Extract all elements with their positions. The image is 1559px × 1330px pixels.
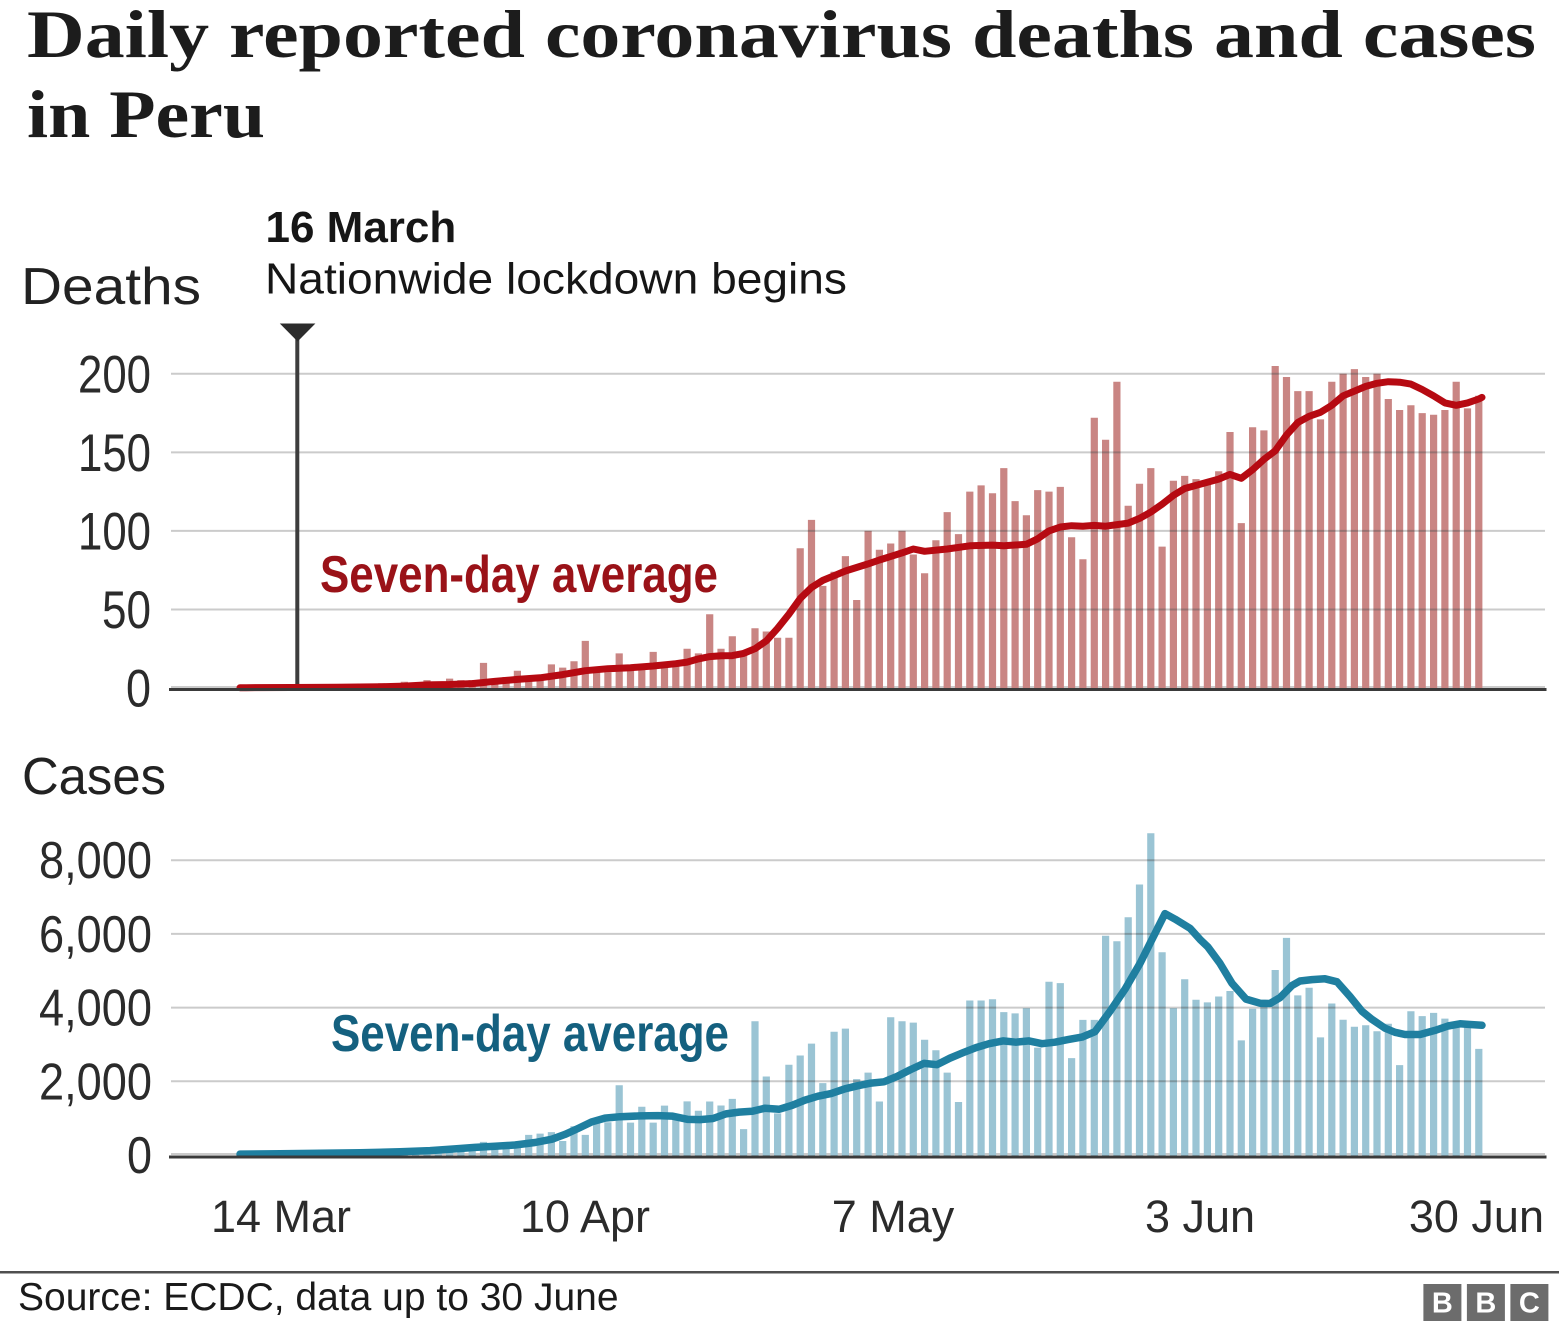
svg-text:Deaths: Deaths [21, 258, 201, 316]
svg-text:in Peru: in Peru [27, 76, 265, 152]
svg-text:Nationwide lockdown begins: Nationwide lockdown begins [265, 255, 847, 304]
svg-text:Seven-day average: Seven-day average [331, 1005, 729, 1063]
svg-text:16 March: 16 March [266, 203, 457, 252]
svg-text:7 May: 7 May [832, 1191, 955, 1242]
svg-text:4,000: 4,000 [39, 980, 152, 1038]
svg-text:100: 100 [78, 502, 151, 561]
svg-text:50: 50 [102, 581, 151, 640]
svg-text:30 Jun: 30 Jun [1409, 1191, 1544, 1242]
svg-text:150: 150 [78, 424, 151, 483]
svg-text:Daily reported coronavirus dea: Daily reported coronavirus deaths and ca… [27, 0, 1536, 72]
svg-text:B: B [1475, 1288, 1496, 1320]
svg-text:Seven-day average: Seven-day average [320, 546, 718, 604]
svg-text:10 Apr: 10 Apr [520, 1191, 650, 1242]
svg-text:B: B [1432, 1288, 1453, 1320]
svg-text:8,000: 8,000 [39, 832, 152, 890]
svg-text:14 Mar: 14 Mar [211, 1191, 351, 1242]
svg-text:3 Jun: 3 Jun [1145, 1191, 1255, 1242]
svg-text:2,000: 2,000 [39, 1053, 152, 1111]
svg-text:Cases: Cases [22, 748, 166, 806]
svg-text:6,000: 6,000 [39, 906, 152, 964]
svg-text:0: 0 [126, 660, 151, 719]
svg-text:C: C [1519, 1288, 1540, 1320]
svg-text:200: 200 [78, 345, 151, 404]
svg-text:0: 0 [127, 1127, 152, 1185]
svg-text:Source: ECDC, data up to 30 Ju: Source: ECDC, data up to 30 June [18, 1276, 619, 1319]
